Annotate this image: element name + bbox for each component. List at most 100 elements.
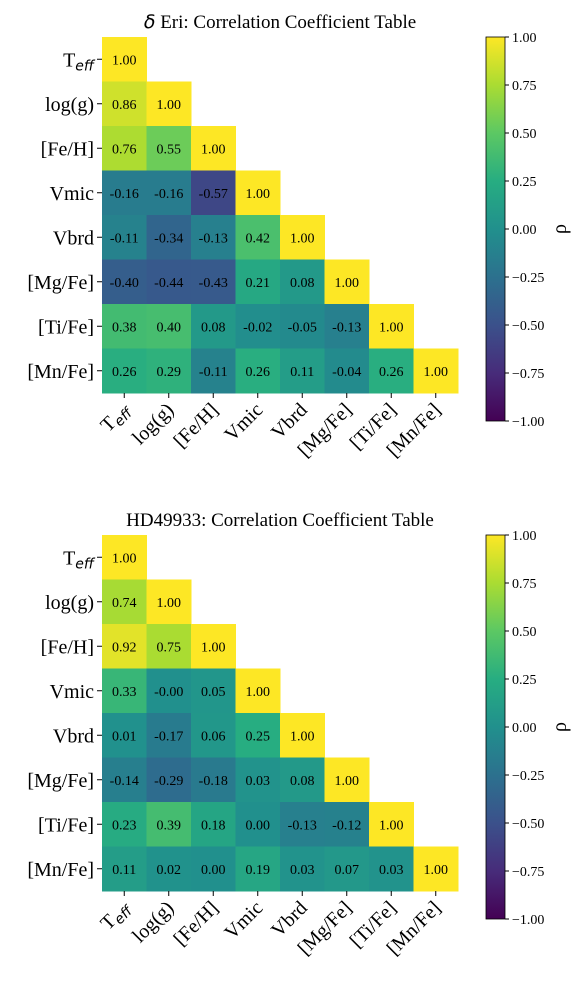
cell-value: -0.11	[199, 365, 228, 380]
row-label: log(g)	[45, 94, 94, 116]
heatmap-cell	[413, 846, 459, 892]
heatmap-cell	[235, 802, 281, 847]
chart-title: HD49933: Correlation Coefficient Table	[126, 510, 434, 531]
colorbar-tick-label: −0.75	[512, 865, 544, 880]
heatmap-cell	[235, 846, 281, 892]
cell-value: -0.13	[199, 231, 228, 246]
cell-value: 0.25	[246, 729, 271, 744]
heatmap-cell	[191, 668, 236, 714]
heatmap-cell	[280, 713, 325, 758]
cell-value: 0.03	[379, 863, 404, 878]
cell-value: 0.02	[157, 863, 182, 878]
cell-value: 1.00	[246, 187, 271, 202]
cell-value: 1.00	[335, 774, 360, 789]
cell-value: 0.29	[157, 365, 182, 380]
cell-value: 0.08	[290, 774, 315, 789]
cell-value: -0.16	[110, 187, 139, 202]
heatmap-cell	[146, 215, 192, 260]
cell-value: 0.39	[157, 818, 182, 833]
cell-value: 0.75	[157, 640, 182, 655]
row-label: Teff	[63, 49, 96, 74]
cell-value: 1.00	[335, 276, 360, 291]
cell-value: -0.12	[332, 818, 361, 833]
cell-value: 1.00	[201, 640, 226, 655]
cell-value: 0.76	[112, 142, 137, 157]
col-label: Vmic	[220, 399, 267, 446]
row-label: Teff	[63, 547, 96, 572]
heatmap-cell	[191, 348, 236, 394]
colorbar	[485, 534, 506, 920]
heatmap-cell	[191, 170, 236, 216]
col-label: log(g)	[128, 897, 178, 947]
colorbar-tick-label: −0.75	[512, 367, 544, 382]
cell-value: -0.34	[154, 231, 183, 246]
row-label: [Fe/H]	[41, 636, 94, 658]
heatmap-cell	[102, 579, 147, 625]
cell-value: 0.33	[112, 685, 137, 700]
colorbar-tick-label: 0.25	[512, 175, 537, 190]
row-label: [Ti/Fe]	[38, 814, 94, 836]
cell-value: 0.06	[201, 729, 226, 744]
cell-value: 0.42	[246, 231, 271, 246]
cell-value: 0.01	[112, 729, 137, 744]
heatmap-cell	[369, 304, 414, 349]
heatmap-cell	[102, 535, 147, 580]
cell-value: 1.00	[112, 551, 137, 566]
col-label: log(g)	[128, 399, 178, 449]
row-label: Vbrd	[53, 227, 94, 249]
cell-value: -0.04	[332, 365, 361, 380]
cell-value: -0.40	[110, 276, 139, 291]
cell-value: 0.23	[112, 818, 137, 833]
cell-value: -0.05	[288, 320, 317, 335]
cell-value: 0.55	[157, 142, 182, 157]
cell-value: -0.44	[154, 276, 183, 291]
col-label: [Fe/H]	[170, 399, 223, 452]
heatmap-cell	[102, 713, 147, 758]
cell-value: 0.26	[379, 365, 404, 380]
heatmap-cell	[369, 348, 414, 394]
heatmap-cell	[191, 846, 236, 892]
colorbar-tick-label: 0.75	[512, 79, 537, 94]
heatmap-cell	[280, 757, 325, 803]
cell-value: 1.00	[379, 818, 404, 833]
cell-value: -0.14	[110, 774, 139, 789]
heatmap-cell	[324, 348, 370, 394]
heatmap-cell	[191, 757, 236, 803]
cell-value: -0.02	[243, 320, 272, 335]
col-label: Vmic	[220, 897, 267, 944]
heatmap-cell	[191, 802, 236, 847]
heatmap-cell	[102, 81, 147, 127]
heatmap-cell	[369, 846, 414, 892]
heatmap-cell	[146, 348, 192, 394]
heatmap-cell	[413, 348, 459, 394]
row-label: [Mg/Fe]	[27, 272, 94, 294]
heatmap-cell	[235, 170, 281, 216]
cell-value: 1.00	[424, 863, 449, 878]
cell-value: 1.00	[112, 53, 137, 68]
row-label: [Ti/Fe]	[38, 316, 94, 338]
heatmap-cell	[102, 215, 147, 260]
heatmap-cell	[102, 668, 147, 714]
cell-value: 0.92	[112, 640, 137, 655]
row-label: [Mn/Fe]	[27, 859, 94, 881]
colorbar-tick-label: 0.50	[512, 127, 537, 142]
row-label: [Mn/Fe]	[27, 361, 94, 383]
heatmap-cell	[102, 757, 147, 803]
heatmap-cell	[146, 259, 192, 305]
heatmap-cell	[146, 170, 192, 216]
cell-value: 0.38	[112, 320, 137, 335]
cell-value: -0.43	[199, 276, 228, 291]
colorbar-tick-label: 0.50	[512, 625, 537, 640]
correlation-panel-hd49933: HD49933: Correlation Coefficient Table 1.…	[0, 498, 583, 996]
heatmap-cell	[369, 802, 414, 847]
cell-value: 1.00	[157, 98, 182, 113]
heatmap-cell	[146, 846, 192, 892]
col-label: [Fe/H]	[170, 897, 223, 950]
heatmap-cell	[324, 259, 370, 305]
heatmap-cell	[146, 624, 192, 669]
cell-value: -0.57	[199, 187, 228, 202]
cell-value: 0.26	[246, 365, 271, 380]
heatmap-cell	[102, 126, 147, 171]
heatmap-cell	[280, 304, 325, 349]
heatmap-cell	[102, 348, 147, 394]
